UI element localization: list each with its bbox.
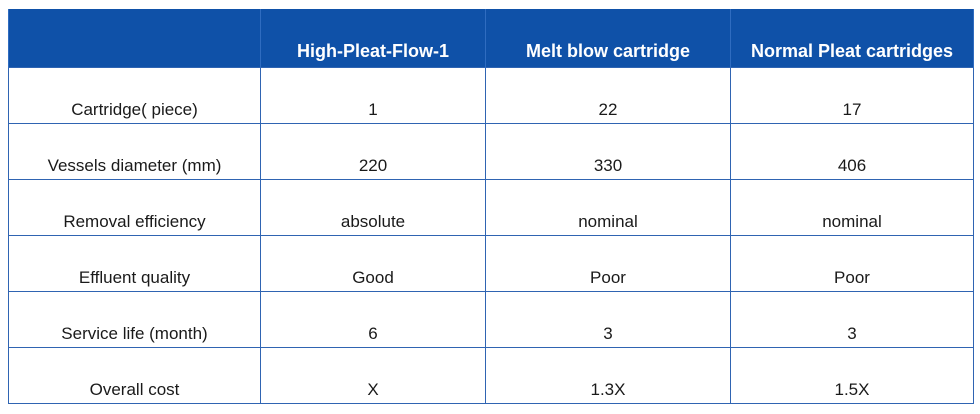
table-row: Cartridge( piece) 1 22 17 bbox=[8, 66, 974, 124]
table-row: Overall cost X 1.3X 1.5X bbox=[8, 346, 974, 404]
table-cell: X bbox=[260, 346, 486, 404]
row-label-cell: Service life (month) bbox=[8, 290, 261, 348]
row-label-cell: Vessels diameter (mm) bbox=[8, 122, 261, 180]
table-header: High-Pleat-Flow-1 Melt blow cartridge No… bbox=[8, 9, 974, 67]
table-cell: 1.5X bbox=[730, 346, 974, 404]
row-label-cell: Cartridge( piece) bbox=[8, 66, 261, 124]
table-cell: Poor bbox=[730, 234, 974, 292]
table-cell: 22 bbox=[485, 66, 731, 124]
table-cell: 220 bbox=[260, 122, 486, 180]
comparison-table: High-Pleat-Flow-1 Melt blow cartridge No… bbox=[8, 9, 974, 404]
header-cell-normal-pleat: Normal Pleat cartridges bbox=[730, 9, 974, 67]
header-cell-melt-blow: Melt blow cartridge bbox=[485, 9, 731, 67]
table-cell: 17 bbox=[730, 66, 974, 124]
table-row: Service life (month) 6 3 3 bbox=[8, 290, 974, 348]
table-body: Cartridge( piece) 1 22 17 Vessels diamet… bbox=[8, 66, 974, 404]
table-cell: 6 bbox=[260, 290, 486, 348]
table-row: Effluent quality Good Poor Poor bbox=[8, 234, 974, 292]
table-cell: absolute bbox=[260, 178, 486, 236]
table-cell: Good bbox=[260, 234, 486, 292]
table-row: Vessels diameter (mm) 220 330 406 bbox=[8, 122, 974, 180]
table-cell: 3 bbox=[730, 290, 974, 348]
table-cell: Poor bbox=[485, 234, 731, 292]
table-cell: 3 bbox=[485, 290, 731, 348]
table-row: Removal efficiency absolute nominal nomi… bbox=[8, 178, 974, 236]
table-cell: nominal bbox=[730, 178, 974, 236]
comparison-table-container: High-Pleat-Flow-1 Melt blow cartridge No… bbox=[8, 9, 974, 404]
row-label-cell: Overall cost bbox=[8, 346, 261, 404]
table-cell: 1.3X bbox=[485, 346, 731, 404]
header-cell-high-pleat-flow: High-Pleat-Flow-1 bbox=[260, 9, 486, 67]
table-cell: 330 bbox=[485, 122, 731, 180]
header-row: High-Pleat-Flow-1 Melt blow cartridge No… bbox=[8, 9, 974, 67]
table-cell: 406 bbox=[730, 122, 974, 180]
row-label-cell: Effluent quality bbox=[8, 234, 261, 292]
table-cell: 1 bbox=[260, 66, 486, 124]
row-label-cell: Removal efficiency bbox=[8, 178, 261, 236]
header-cell-empty bbox=[8, 9, 261, 67]
table-cell: nominal bbox=[485, 178, 731, 236]
